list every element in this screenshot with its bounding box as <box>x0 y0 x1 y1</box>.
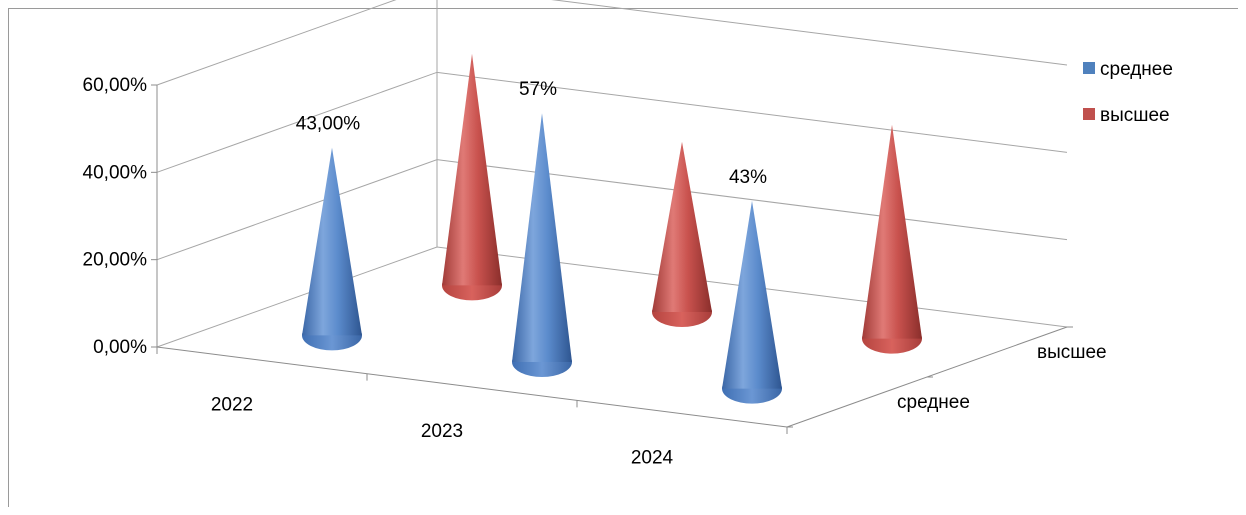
gridline <box>156 71 1068 173</box>
x-axis-line <box>156 346 788 428</box>
cone-body <box>512 113 572 362</box>
data-label: 57% <box>519 79 557 100</box>
cone-srednee-2022 <box>302 147 362 351</box>
y-tick-label: 60,00% <box>83 75 148 96</box>
cone-body <box>862 124 922 339</box>
y-tick-label: 20,00% <box>83 250 148 271</box>
legend-swatch <box>1083 62 1095 74</box>
legend-swatch <box>1083 108 1095 120</box>
legend: среднее высшее <box>1083 59 1173 126</box>
gridline <box>156 159 1068 261</box>
gridline <box>156 246 1068 348</box>
legend-label: высшее <box>1100 105 1170 126</box>
cone-vysshee-2023 <box>652 141 712 327</box>
y-tick-label: 0,00% <box>93 337 147 358</box>
cone-srednee-2023 <box>512 113 572 377</box>
data-label: 43,00% <box>296 114 361 135</box>
y-tick-label: 40,00% <box>83 162 148 183</box>
cone-body <box>302 147 362 336</box>
category-label: 2022 <box>211 394 253 415</box>
cone-vysshee-2022 <box>442 53 502 301</box>
category-label: 2024 <box>631 448 674 469</box>
cone-body <box>722 200 782 389</box>
cone-vysshee-2024 <box>862 124 922 354</box>
legend-label: среднее <box>1100 59 1173 80</box>
depth-label: среднее <box>897 392 970 413</box>
cone-srednee-2024 <box>722 200 782 404</box>
cone-body <box>442 53 502 286</box>
cone-body <box>652 141 712 312</box>
category-label: 2023 <box>421 421 463 442</box>
depth-label: высшее <box>1037 342 1107 363</box>
data-label: 43% <box>729 167 767 188</box>
gridline <box>156 0 1068 86</box>
